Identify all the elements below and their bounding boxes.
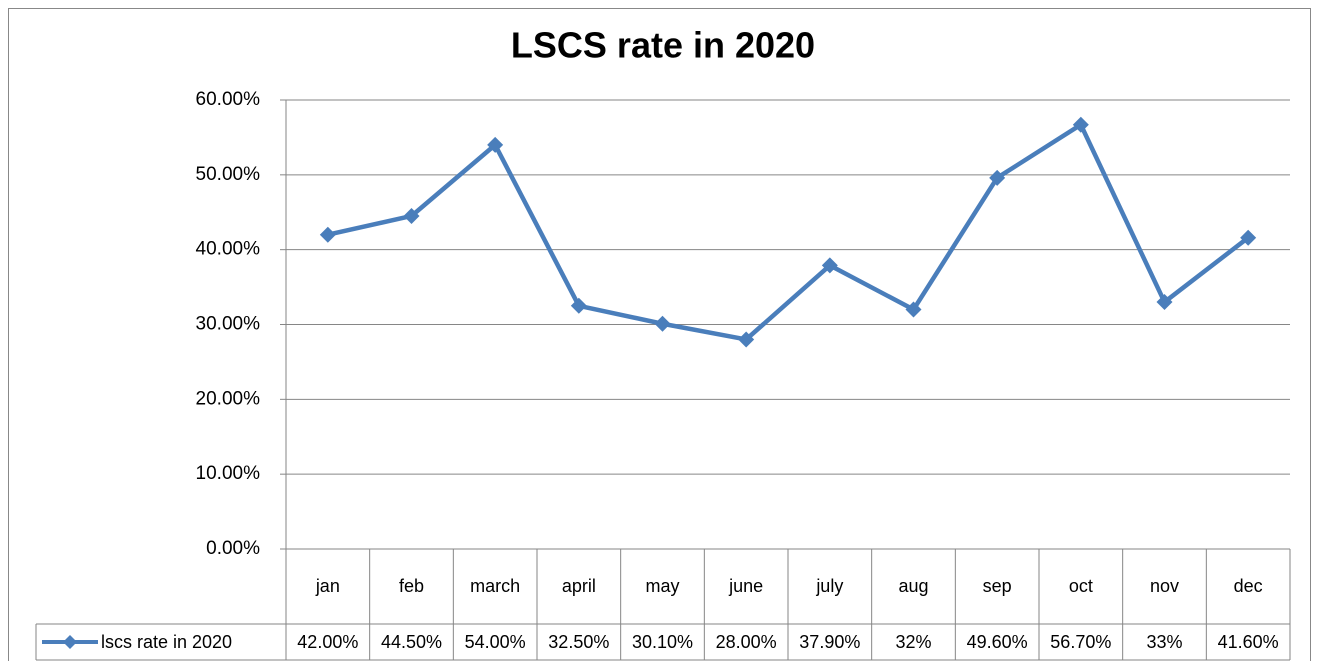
point-marker: [654, 315, 671, 332]
series-line: [327, 122, 1250, 342]
point-marker: [738, 331, 755, 348]
x-tick-label: nov: [1150, 576, 1179, 596]
x-tick-label: jan: [315, 576, 340, 596]
point-marker: [319, 226, 336, 243]
point-marker: [821, 257, 838, 274]
y-tick-label: 60.00%: [196, 89, 261, 110]
table-value: 33%: [1146, 632, 1182, 652]
chart-title: LSCS rate in 2020: [511, 25, 815, 66]
x-tick-label: april: [562, 576, 596, 596]
x-tick-label: oct: [1069, 576, 1093, 596]
table-value: 54.00%: [465, 632, 526, 652]
point-marker: [1156, 294, 1173, 311]
point-marker: [989, 169, 1006, 186]
x-tick-label: aug: [898, 576, 928, 596]
y-tick-label: 30.00%: [196, 314, 261, 335]
table-value: 28.00%: [716, 632, 777, 652]
x-tick-label: dec: [1234, 576, 1263, 596]
legend-label: lscs rate in 2020: [101, 632, 232, 652]
table-value: 41.60%: [1218, 632, 1279, 652]
x-tick-label: july: [815, 576, 843, 596]
point-marker: [1072, 116, 1089, 133]
y-tick-label: 0.00%: [206, 538, 260, 559]
point-marker: [570, 297, 587, 314]
legend-marker: [63, 635, 77, 649]
table-value: 32.50%: [548, 632, 609, 652]
x-tick-label: sep: [983, 576, 1012, 596]
x-tick-label: feb: [399, 576, 424, 596]
chart-border: [8, 8, 1311, 661]
table-value: 56.70%: [1050, 632, 1111, 652]
table-value: 44.50%: [381, 632, 442, 652]
point-marker: [487, 136, 504, 153]
point-marker: [403, 207, 420, 224]
x-tick-label: may: [645, 576, 679, 596]
y-tick-label: 20.00%: [196, 388, 261, 409]
y-tick-label: 50.00%: [196, 164, 261, 185]
y-tick-label: 10.00%: [196, 463, 261, 484]
table-value: 37.90%: [799, 632, 860, 652]
point-marker: [1240, 229, 1257, 246]
y-tick-label: 40.00%: [196, 239, 261, 260]
x-tick-label: june: [728, 576, 763, 596]
table-value: 32%: [895, 632, 931, 652]
table-value: 49.60%: [967, 632, 1028, 652]
point-marker: [905, 301, 922, 318]
table-value: 30.10%: [632, 632, 693, 652]
x-tick-label: march: [470, 576, 520, 596]
table-value: 42.00%: [297, 632, 358, 652]
